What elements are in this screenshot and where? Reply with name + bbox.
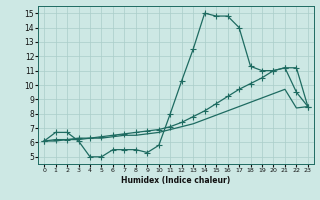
- X-axis label: Humidex (Indice chaleur): Humidex (Indice chaleur): [121, 176, 231, 185]
